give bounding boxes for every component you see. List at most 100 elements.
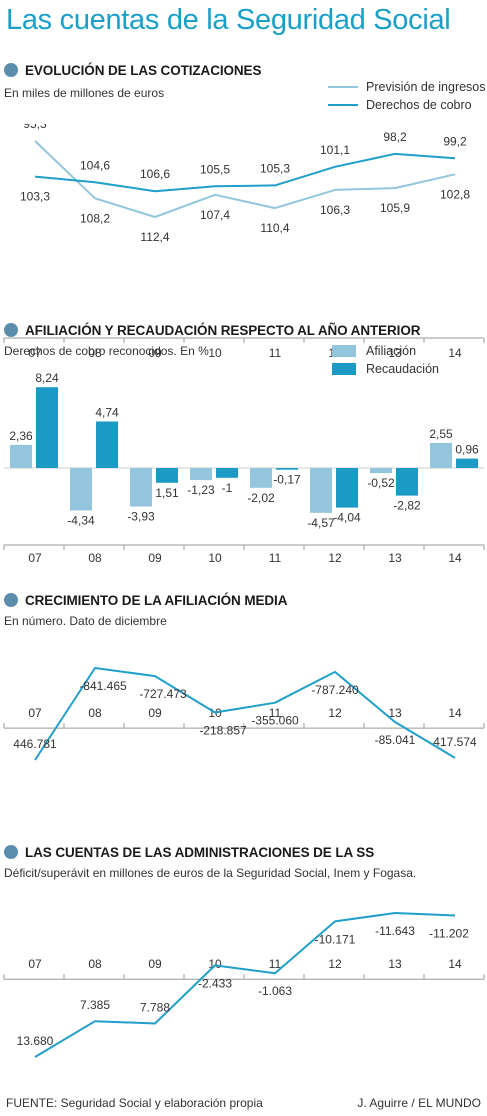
legend-label: Previsión de ingresos bbox=[366, 80, 486, 94]
section-title: LAS CUENTAS DE LAS ADMINISTRACIONES DE L… bbox=[25, 844, 375, 860]
x-tick-label: 11 bbox=[269, 551, 282, 565]
data-label-derechos: 103,3 bbox=[20, 190, 50, 204]
data-label-afiliacion: -2,02 bbox=[247, 491, 275, 505]
bar-recaudacion bbox=[276, 468, 298, 470]
data-label-prevision: 102,8 bbox=[440, 187, 470, 201]
data-label-recaudacion: -1 bbox=[222, 481, 233, 495]
legend-swatch bbox=[332, 345, 356, 357]
bar-afiliacion bbox=[10, 444, 32, 468]
section-header: CRECIMIENTO DE LA AFILIACIÓN MEDIA bbox=[4, 592, 287, 608]
x-tick-label: 08 bbox=[88, 957, 102, 971]
credit-note: J. Aguirre / EL MUNDO bbox=[357, 1096, 481, 1110]
data-label: -11.643 bbox=[375, 924, 415, 938]
data-label-afiliacion: -4,34 bbox=[67, 514, 95, 528]
data-label-afiliacion: -1,23 bbox=[187, 483, 215, 497]
data-label: 417.574 bbox=[433, 735, 477, 749]
bar-afiliacion bbox=[130, 468, 152, 507]
bar-recaudacion bbox=[156, 468, 178, 483]
series-line bbox=[34, 667, 456, 761]
data-label-derechos: 101,1 bbox=[320, 143, 350, 157]
x-tick-label: 10 bbox=[208, 551, 222, 565]
data-label-recaudacion: 4,74 bbox=[95, 406, 119, 420]
legend-item-recaudacion: Recaudación bbox=[332, 360, 439, 378]
data-label-prevision: 95,3 bbox=[23, 124, 47, 131]
data-label: -355.060 bbox=[251, 714, 299, 728]
data-label-prevision: 107,4 bbox=[200, 208, 230, 222]
section-subtitle: Déficit/superávit en millones de euros d… bbox=[4, 866, 417, 880]
x-tick-label: 11 bbox=[269, 346, 282, 360]
x-tick-label: 09 bbox=[148, 346, 162, 360]
bar-afiliacion bbox=[70, 468, 92, 511]
series-line bbox=[34, 912, 456, 1058]
data-label-derechos: 98,2 bbox=[383, 130, 407, 144]
source-note: FUENTE: Seguridad Social y elaboración p… bbox=[6, 1096, 263, 1110]
afiliacion-recaudacion-chart: 07 08 09 10 11 12 13 14 2,36 -4,34 -3,93 -1,23 -2,02… bbox=[3, 371, 485, 565]
section-subtitle: En miles de millones de euros bbox=[4, 86, 165, 100]
bar-afiliacion bbox=[250, 468, 272, 488]
afiliacion-media-chart: 07 08 09 10 11 12 13 14446.781-841.465-727.473-… bbox=[3, 667, 485, 761]
bar-recaudacion bbox=[396, 468, 418, 496]
legend: Afiliación Recaudación bbox=[332, 342, 439, 378]
data-label-prevision: 108,2 bbox=[80, 211, 110, 225]
section-header: AFILIACIÓN Y RECAUDACIÓN RESPECTO AL AÑO… bbox=[4, 322, 420, 338]
bullet-icon bbox=[4, 845, 18, 859]
bullet-icon bbox=[4, 323, 18, 337]
bar-recaudacion bbox=[456, 458, 478, 468]
x-tick-label: 07 bbox=[28, 706, 42, 720]
data-label-recaudacion: -4,04 bbox=[333, 511, 361, 525]
x-tick-label: 12 bbox=[328, 706, 342, 720]
data-label: 13.680 bbox=[17, 1034, 54, 1048]
bar-afiliacion bbox=[190, 468, 212, 481]
data-label: -841.465 bbox=[79, 679, 127, 693]
data-label-recaudacion: -2,82 bbox=[393, 499, 421, 513]
data-label-afiliacion: -0,52 bbox=[367, 476, 395, 490]
x-tick-label: 11 bbox=[269, 957, 282, 971]
data-label-prevision: 110,4 bbox=[260, 221, 289, 235]
x-tick-label: 07 bbox=[28, 551, 42, 565]
data-label-prevision: 106,3 bbox=[320, 203, 350, 217]
data-label: 7.788 bbox=[140, 1001, 170, 1015]
x-tick-label: 09 bbox=[148, 706, 162, 720]
data-label-prevision: 112,4 bbox=[140, 230, 169, 244]
data-label-recaudacion: 8,24 bbox=[35, 371, 59, 385]
data-label: -218.857 bbox=[199, 724, 247, 738]
x-tick-label: 10 bbox=[208, 346, 222, 360]
section-subtitle: En número. Dato de diciembre bbox=[4, 614, 167, 628]
legend-item-derechos: Derechos de cobro bbox=[328, 96, 486, 114]
data-label-afiliacion: 2,55 bbox=[429, 427, 453, 441]
x-tick-label: 14 bbox=[448, 706, 462, 720]
x-tick-label: 07 bbox=[28, 957, 42, 971]
data-label: -10.171 bbox=[315, 932, 356, 946]
bar-recaudacion bbox=[36, 387, 58, 468]
x-tick-label: 09 bbox=[148, 957, 162, 971]
page-title: Las cuentas de la Seguridad Social bbox=[6, 4, 451, 36]
section-title: AFILIACIÓN Y RECAUDACIÓN RESPECTO AL AÑO… bbox=[25, 322, 421, 338]
data-label-afiliacion: 2,36 bbox=[9, 429, 33, 443]
legend-label: Derechos de cobro bbox=[366, 98, 472, 112]
x-tick-label: 11 bbox=[269, 706, 282, 720]
series-line-prevision bbox=[34, 140, 456, 218]
bar-afiliacion bbox=[370, 468, 392, 474]
data-label: 7.385 bbox=[80, 998, 110, 1012]
bar-afiliacion bbox=[310, 468, 332, 513]
section-subtitle: Derechos de cobro reconocidos. En % bbox=[4, 344, 209, 358]
data-label-afiliacion: -3,93 bbox=[127, 510, 155, 524]
legend-label: Recaudación bbox=[366, 362, 439, 376]
section-title: EVOLUCIÓN DE LAS COTIZACIONES bbox=[25, 62, 262, 78]
data-label-prevision: 105,9 bbox=[380, 201, 410, 215]
x-tick-label: 13 bbox=[388, 957, 402, 971]
x-tick-label: 13 bbox=[388, 551, 402, 565]
x-tick-label: 08 bbox=[88, 346, 102, 360]
data-label-derechos: 99,2 bbox=[443, 134, 467, 148]
x-tick-label: 07 bbox=[28, 346, 42, 360]
data-label-recaudacion: -0,17 bbox=[273, 473, 301, 487]
legend-swatch bbox=[328, 104, 358, 106]
data-label-derechos: 104,6 bbox=[80, 158, 110, 172]
legend: Previsión de ingresos Derechos de cobro bbox=[328, 78, 486, 114]
legend-item-afiliacion: Afiliación bbox=[332, 342, 439, 360]
section-header: EVOLUCIÓN DE LAS COTIZACIONES bbox=[4, 62, 261, 78]
data-label-afiliacion: -4,57 bbox=[307, 516, 335, 530]
data-label-derechos: 106,6 bbox=[140, 167, 170, 181]
bar-recaudacion bbox=[96, 421, 118, 468]
data-label: -787.240 bbox=[311, 683, 359, 697]
